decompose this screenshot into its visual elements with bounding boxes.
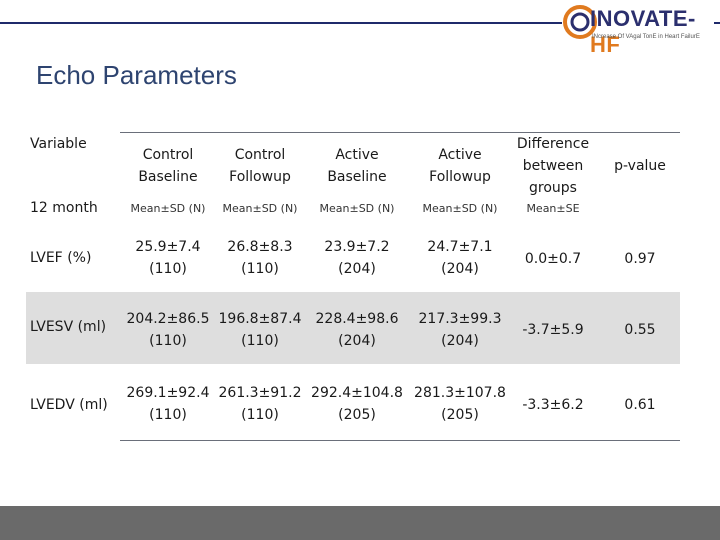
active-followup-cell: 24.7±7.1 (204)	[427, 239, 493, 277]
col-subheader: Mean±SD (N)	[422, 202, 498, 215]
table-top-rule	[120, 132, 680, 133]
header-rule	[0, 22, 720, 24]
logo-wordmark: INOVATE-HF	[590, 6, 696, 57]
logo-swirl-icon	[563, 5, 597, 39]
variable-header: Variable	[30, 136, 87, 152]
control-baseline-cell: 269.1±92.4 (110)	[126, 385, 210, 423]
active-baseline-cell: 292.4±104.8 (205)	[311, 385, 403, 423]
period-label: 12 month	[30, 200, 98, 216]
control-baseline-cell: 204.2±86.5 (110)	[126, 311, 210, 349]
footer-bar	[0, 506, 720, 540]
p-value-cell: 0.61	[624, 397, 656, 413]
active-followup-cell: 281.3±107.8 (205)	[414, 385, 506, 423]
p-value-cell: 0.55	[624, 322, 656, 338]
difference-cell: -3.3±6.2	[522, 397, 584, 413]
control-followup-cell: 196.8±87.4 (110)	[218, 311, 302, 349]
control-followup-cell: 26.8±8.3 (110)	[227, 239, 293, 277]
col-header-difference: Difference between groups	[516, 136, 590, 196]
active-baseline-cell: 23.9±7.2 (204)	[324, 239, 390, 277]
col-subheader: Mean±SD (N)	[222, 202, 298, 215]
control-baseline-cell: 25.9±7.4 (110)	[135, 239, 201, 277]
table-bottom-rule	[120, 440, 680, 441]
active-followup-cell: 217.3±99.3 (204)	[418, 311, 502, 349]
inovate-hf-logo: INOVATE-HF INcrease Of VAgal TonE in Hea…	[562, 2, 714, 57]
col-header-active-followup: Active Followup	[429, 147, 491, 185]
col-header-control-baseline: Control Baseline	[138, 147, 198, 185]
col-header-p-value: p-value	[614, 158, 666, 174]
col-header-control-followup: Control Followup	[229, 147, 291, 185]
p-value-cell: 0.97	[624, 251, 656, 267]
page-title: Echo Parameters	[36, 60, 237, 90]
difference-cell: -3.7±5.9	[522, 322, 584, 338]
control-followup-cell: 261.3±91.2 (110)	[218, 385, 302, 423]
row-shading	[26, 292, 680, 364]
logo-tagline: INcrease Of VAgal TonE in Heart FailurE	[592, 34, 700, 40]
col-subheader: Mean±SE	[526, 202, 580, 215]
col-header-active-baseline: Active Baseline	[327, 147, 387, 185]
active-baseline-cell: 228.4±98.6 (204)	[315, 311, 399, 349]
difference-cell: 0.0±0.7	[524, 251, 582, 267]
row-label: LVEF (%)	[30, 250, 92, 266]
row-label: LVESV (ml)	[30, 319, 107, 335]
col-subheader: Mean±SD (N)	[319, 202, 395, 215]
row-label: LVEDV (ml)	[30, 397, 108, 413]
col-subheader: Mean±SD (N)	[130, 202, 206, 215]
